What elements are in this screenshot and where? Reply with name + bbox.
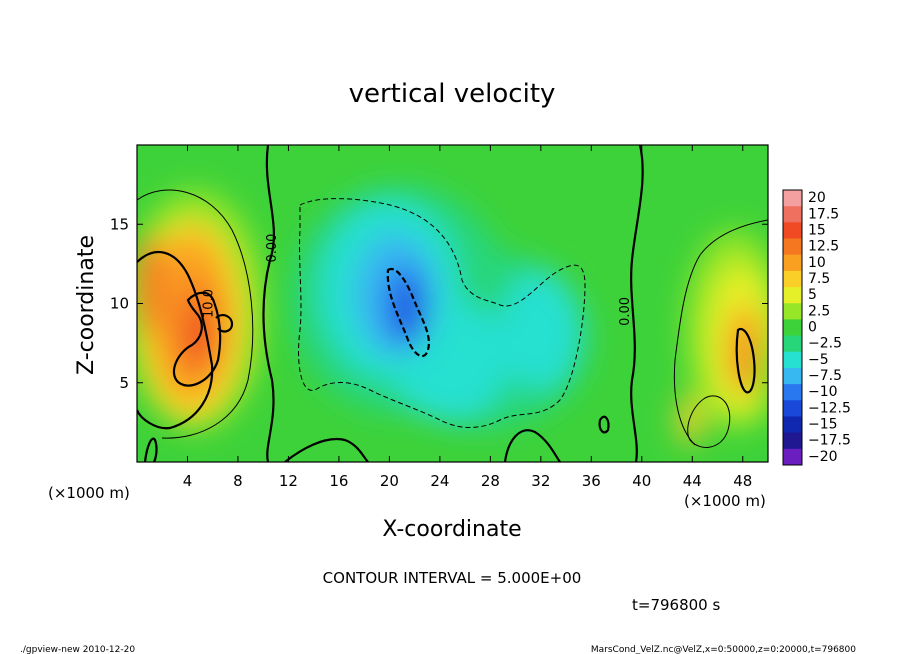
colorbar-label: −20 — [808, 449, 838, 465]
colorbar-frame — [782, 189, 803, 466]
colorbar-swatch — [783, 448, 802, 466]
x-unit-left: (×1000 m) — [48, 484, 130, 502]
y-axis-label: Z-coordinate — [74, 235, 99, 375]
colorbar-swatch — [783, 432, 802, 450]
y-tick-label: 5 — [119, 374, 129, 392]
x-tick-label: 8 — [233, 472, 243, 490]
colorbar-label: −2.5 — [808, 336, 842, 352]
contour-10-right — [735, 327, 756, 394]
contour-15-left-a — [172, 291, 222, 387]
x-tick-label: 24 — [430, 472, 449, 490]
colorbar-label: 2.5 — [808, 303, 830, 319]
contour-15-left-b — [215, 314, 234, 333]
contour-zero-left-bottom — [143, 437, 158, 462]
colorbar-swatch — [783, 206, 802, 223]
contour-neg5-center — [298, 198, 586, 428]
colorbar-swatch — [783, 270, 802, 288]
contour-zero-right — [630, 145, 644, 462]
colorbar-swatch — [783, 400, 802, 417]
colorbar-label: −15 — [808, 417, 838, 433]
contour-label: 0.00 — [618, 297, 633, 326]
footer-left: ./gpview-new 2010-12-20 — [20, 645, 135, 654]
contour-label: 10.0 — [202, 289, 217, 318]
colorbar-swatch — [783, 238, 802, 256]
colorbar-swatch — [783, 254, 802, 272]
x-tick-label: 28 — [481, 472, 500, 490]
colorbar-swatch — [783, 319, 802, 337]
colorbar-label: 5 — [808, 287, 817, 303]
colorbar-swatch — [783, 384, 802, 401]
x-axis-label: X-coordinate — [382, 517, 521, 542]
colorbar-swatch — [783, 351, 802, 369]
chart-title: vertical velocity — [349, 79, 556, 109]
plot-area — [137, 145, 768, 462]
contour-10-left — [137, 251, 214, 430]
y-axis-ticks: 5 10 15 — [110, 215, 768, 392]
contour-zero-bottom-left — [284, 437, 369, 462]
contour-zero-small-loop — [598, 415, 610, 434]
x-tick-label: 16 — [329, 472, 348, 490]
contour-label: 0.00 — [265, 234, 280, 263]
x-tick-label: 20 — [380, 472, 399, 490]
colorbar-swatch — [783, 303, 802, 320]
x-tick-label: 40 — [632, 472, 651, 490]
y-tick-label: 15 — [110, 215, 129, 233]
colorbar-label: 17.5 — [808, 206, 839, 222]
colorbar-label: −10 — [808, 384, 838, 400]
colorbar-swatch — [783, 416, 802, 434]
time-label: t=796800 s — [632, 596, 720, 614]
colorbar-label: 20 — [808, 190, 826, 206]
x-tick-label: 12 — [279, 472, 298, 490]
y-tick-label: 10 — [110, 295, 129, 313]
colorbar-label: −12.5 — [808, 400, 851, 416]
contour-zero-left — [262, 145, 276, 462]
contour-10-right-low — [687, 395, 731, 448]
colorbar-label: 0 — [808, 320, 817, 336]
contour-interval: CONTOUR INTERVAL = 5.000E+00 — [323, 569, 582, 587]
colorbar-swatch — [783, 190, 802, 207]
colorbar-label: 10 — [808, 255, 826, 271]
colorbar-label: 15 — [808, 222, 826, 238]
colorbar-label: 12.5 — [808, 239, 839, 255]
x-tick-label: 36 — [582, 472, 601, 490]
contour-lines — [137, 145, 768, 462]
colorbar-swatch — [783, 367, 802, 385]
x-axis-ticks: 4 8 12 16 20 24 28 32 36 40 44 48 — [183, 145, 752, 490]
x-tick-label: 48 — [733, 472, 752, 490]
colorbar: 2017.51512.5107.552.50−2.5−5−7.5−10−12.5… — [782, 189, 851, 466]
contour-5-right — [673, 219, 768, 446]
contour-labels: 0.00 10.0 0.00 — [202, 234, 633, 326]
colorbar-swatch — [783, 335, 802, 353]
colorbar-label: −17.5 — [808, 433, 851, 449]
contour-5-left — [137, 189, 254, 439]
x-tick-label: 32 — [531, 472, 550, 490]
colorbar-label: −5 — [808, 352, 829, 368]
x-unit-right: (×1000 m) — [684, 492, 766, 510]
x-tick-label: 44 — [683, 472, 702, 490]
contour-zero-bottom-mid — [503, 429, 561, 462]
colorbar-swatch — [783, 222, 802, 240]
colorbar-label: 7.5 — [808, 271, 830, 287]
footer-right: MarsCond_VelZ.nc@VelZ,x=0:50000,z=0:2000… — [591, 645, 856, 654]
colorbar-swatch — [783, 287, 802, 304]
colorbar-label: −7.5 — [808, 368, 842, 384]
x-tick-label: 4 — [183, 472, 193, 490]
